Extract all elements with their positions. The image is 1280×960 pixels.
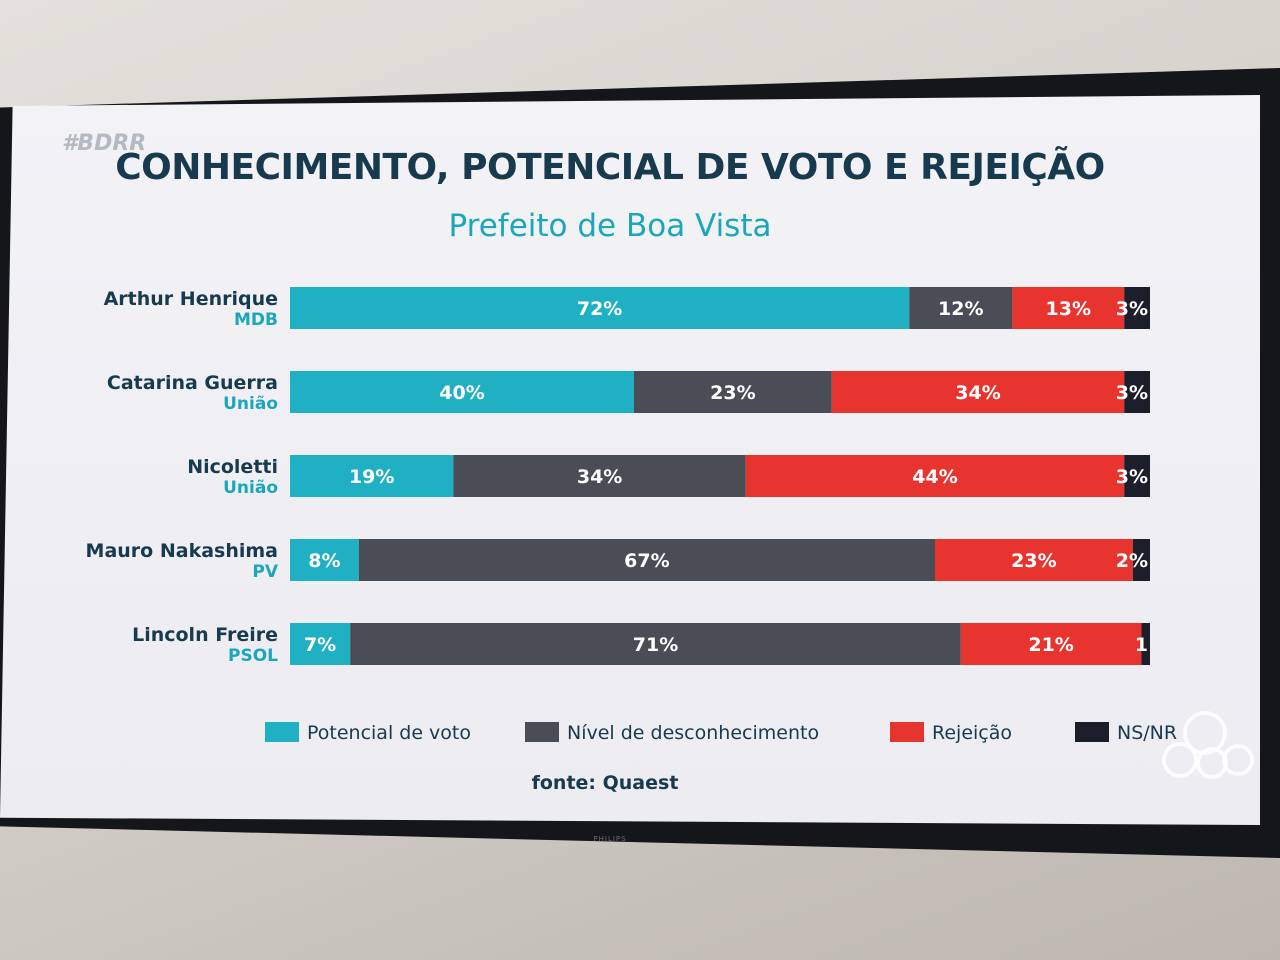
- bar-lincoln-freire-potencial-de-voto: [290, 623, 351, 665]
- hashtag: #BDRR: [62, 131, 147, 156]
- party-label-catarina-guerra: União: [223, 394, 278, 414]
- bar-lincoln-freire-ns-nr: [1141, 623, 1150, 665]
- legend-swatch-potencial-de-voto: [265, 722, 299, 742]
- bar-arthur-henrique-rejeicao: [1012, 287, 1125, 329]
- bar-catarina-guerra-potencial-de-voto: [290, 371, 634, 413]
- data-label-catarina-guerra-rejeicao: 34%: [955, 382, 1000, 404]
- data-label-nicoletti-nivel-de-desconhecimento: 34%: [577, 466, 622, 488]
- category-label-lincoln-freire: Lincoln Freire: [132, 624, 278, 646]
- data-label-mauro-nakashima-potencial-de-voto: 8%: [308, 550, 340, 572]
- party-label-nicoletti: União: [223, 478, 278, 498]
- data-label-catarina-guerra-nivel-de-desconhecimento: 23%: [710, 382, 755, 404]
- data-label-nicoletti-ns-nr: 3%: [1116, 466, 1148, 488]
- category-label-catarina-guerra: Catarina Guerra: [107, 372, 278, 394]
- bar-catarina-guerra-ns-nr: [1124, 371, 1150, 413]
- bar-mauro-nakashima-potencial-de-voto: [290, 539, 359, 581]
- bar-lincoln-freire-nivel-de-desconhecimento: [350, 623, 961, 665]
- bar-catarina-guerra-rejeicao: [831, 371, 1125, 413]
- party-label-lincoln-freire: PSOL: [228, 646, 278, 666]
- data-label-lincoln-freire-nivel-de-desconhecimento: 71%: [633, 634, 678, 656]
- source-label: fonte: Quaest: [531, 772, 679, 794]
- data-label-nicoletti-rejeicao: 44%: [912, 466, 957, 488]
- chart-subtitle: Prefeito de Boa Vista: [448, 208, 772, 244]
- category-label-arthur-henrique: Arthur Henrique: [104, 288, 278, 310]
- bar-mauro-nakashima-nivel-de-desconhecimento: [358, 539, 935, 581]
- data-label-lincoln-freire-ns-nr: 1: [1135, 634, 1148, 656]
- data-label-arthur-henrique-rejeicao: 13%: [1046, 298, 1091, 320]
- bar-mauro-nakashima-rejeicao: [935, 539, 1133, 581]
- bar-nicoletti-ns-nr: [1124, 455, 1150, 497]
- data-label-arthur-henrique-ns-nr: 3%: [1116, 298, 1148, 320]
- data-label-lincoln-freire-potencial-de-voto: 7%: [304, 634, 336, 656]
- party-label-arthur-henrique: MDB: [234, 310, 278, 330]
- tv-screen: #BDRR CONHECIMENTO, POTENCIAL DE VOTO E …: [0, 95, 1260, 825]
- legend-swatch-nivel-de-desconhecimento: [525, 722, 559, 742]
- legend-label-nivel-de-desconhecimento: Nível de desconhecimento: [567, 722, 819, 744]
- bar-lincoln-freire-rejeicao: [960, 623, 1142, 665]
- tv-brand: PHILIPS: [593, 835, 627, 843]
- legend-swatch-rejeicao: [890, 722, 924, 742]
- data-label-catarina-guerra-potencial-de-voto: 40%: [439, 382, 484, 404]
- data-label-mauro-nakashima-nivel-de-desconhecimento: 67%: [624, 550, 669, 572]
- party-label-mauro-nakashima: PV: [252, 562, 278, 582]
- data-label-arthur-henrique-nivel-de-desconhecimento: 12%: [938, 298, 983, 320]
- data-label-lincoln-freire-rejeicao: 21%: [1028, 634, 1073, 656]
- bar-nicoletti-rejeicao: [745, 455, 1125, 497]
- bar-catarina-guerra-nivel-de-desconhecimento: [634, 371, 832, 413]
- legend-swatch-ns-nr: [1075, 722, 1109, 742]
- bar-mauro-nakashima-ns-nr: [1132, 539, 1150, 581]
- category-label-mauro-nakashima: Mauro Nakashima: [86, 540, 278, 562]
- category-label-nicoletti: Nicoletti: [187, 456, 278, 478]
- data-label-mauro-nakashima-ns-nr: 2%: [1116, 550, 1148, 572]
- legend-label-potencial-de-voto: Potencial de voto: [307, 722, 471, 744]
- bar-arthur-henrique-potencial-de-voto: [290, 287, 910, 329]
- bar-nicoletti-nivel-de-desconhecimento: [453, 455, 746, 497]
- broadcaster-logo-icon: [1162, 711, 1254, 779]
- bar-arthur-henrique-ns-nr: [1124, 287, 1150, 329]
- chart-title: CONHECIMENTO, POTENCIAL DE VOTO E REJEIÇ…: [115, 147, 1105, 188]
- bar-arthur-henrique-nivel-de-desconhecimento: [909, 287, 1013, 329]
- data-label-catarina-guerra-ns-nr: 3%: [1116, 382, 1148, 404]
- data-label-nicoletti-potencial-de-voto: 19%: [349, 466, 394, 488]
- data-label-arthur-henrique-potencial-de-voto: 72%: [577, 298, 622, 320]
- data-label-mauro-nakashima-rejeicao: 23%: [1011, 550, 1056, 572]
- legend-label-ns-nr: NS/NR: [1117, 722, 1177, 744]
- bar-nicoletti-potencial-de-voto: [290, 455, 454, 497]
- legend-label-rejeicao: Rejeição: [932, 722, 1012, 744]
